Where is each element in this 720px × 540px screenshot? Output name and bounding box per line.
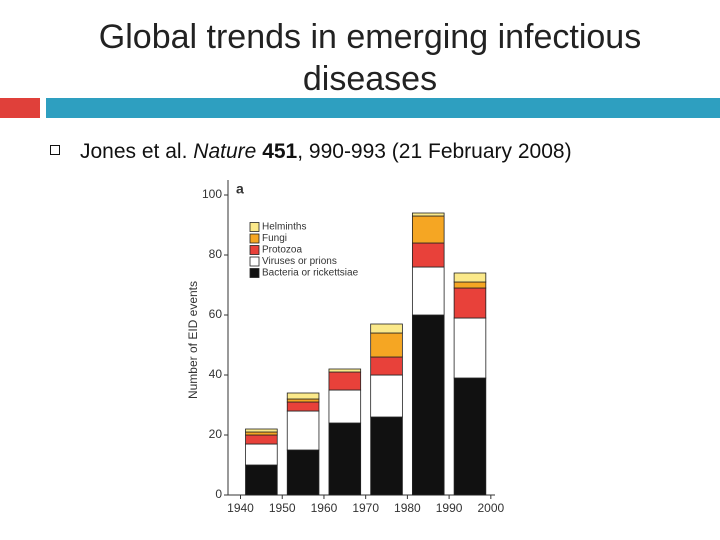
bar-segment <box>245 431 278 436</box>
bar-segment <box>245 443 278 466</box>
y-tick-label: 40 <box>209 367 223 381</box>
x-tick-label: 2000 <box>477 501 504 515</box>
bar-segment <box>328 368 362 373</box>
legend-swatch <box>249 256 260 267</box>
bar-segment <box>370 416 403 496</box>
panel-letter: a <box>236 181 244 197</box>
legend-swatch <box>249 245 260 255</box>
x-tick-label: 1980 <box>394 501 421 515</box>
legend-swatch <box>249 268 260 278</box>
bar-segment <box>286 410 320 451</box>
bar-segment <box>411 266 445 316</box>
y-tick-label: 60 <box>209 307 223 321</box>
bar-segment <box>453 317 487 379</box>
legend-label: Helminths <box>262 222 306 233</box>
y-tick-label: 100 <box>202 187 222 201</box>
bar-segment <box>286 398 320 403</box>
header-accent <box>0 98 40 118</box>
x-tick-label: 1990 <box>436 501 463 515</box>
legend-label: Fungi <box>262 233 287 244</box>
legend-label: Viruses or prions <box>262 256 337 267</box>
bar-segment <box>328 389 362 424</box>
bar-segment <box>453 287 487 319</box>
bar-segment <box>245 428 278 433</box>
bar-segment <box>245 434 278 445</box>
bar-segment <box>370 332 403 358</box>
bar-segment <box>453 272 487 283</box>
bar-segment <box>411 242 445 268</box>
bar-segment <box>453 377 487 496</box>
x-tick-label: 1970 <box>352 501 379 515</box>
legend-label: Protozoa <box>262 245 302 256</box>
bar-segment <box>411 215 445 244</box>
bar-segment <box>411 212 445 217</box>
bar-segment <box>370 374 403 418</box>
citation-volume: 451 <box>262 140 298 163</box>
bar-segment <box>286 401 320 412</box>
legend-swatch <box>249 222 260 232</box>
bullet-icon <box>50 145 60 155</box>
bar-segment <box>286 392 320 400</box>
x-tick-label: 1940 <box>227 501 254 515</box>
legend-label: Bacteria or rickettsiae <box>262 268 359 279</box>
bullet: Jones et al. Nature 451, 990-993 (21 Febru… <box>50 140 572 164</box>
bar-segment <box>286 449 320 496</box>
citation-authors: Jones et al. <box>80 140 188 163</box>
x-tick-label: 1960 <box>311 501 338 515</box>
x-tick-label: 1950 <box>269 501 296 515</box>
slide-title: Global trends in emerging infectious dis… <box>98 18 642 98</box>
bar-segment <box>328 422 362 496</box>
y-axis-label: Number of EID events <box>186 281 200 399</box>
citation-pages: , 990-993 (21 February 2008) <box>297 140 572 163</box>
bar-segment <box>245 464 278 496</box>
y-tick-label: 20 <box>209 427 223 441</box>
bar-segment <box>453 281 487 289</box>
y-tick-label: 80 <box>209 247 223 261</box>
citation-journal: Nature <box>193 140 257 163</box>
legend-swatch <box>249 233 260 244</box>
bar-segment <box>411 314 445 496</box>
bar-segment <box>370 323 403 334</box>
bar-segment <box>328 371 362 391</box>
header-bar <box>46 98 720 118</box>
y-tick-label: 0 <box>215 487 222 501</box>
bar-segment <box>370 356 403 376</box>
